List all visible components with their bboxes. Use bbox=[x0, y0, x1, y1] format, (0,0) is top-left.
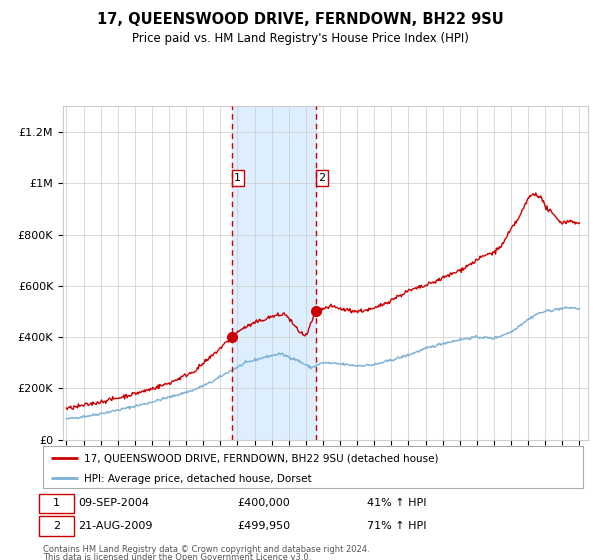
Text: 17, QUEENSWOOD DRIVE, FERNDOWN, BH22 9SU: 17, QUEENSWOOD DRIVE, FERNDOWN, BH22 9SU bbox=[97, 12, 503, 27]
Text: 2: 2 bbox=[319, 173, 325, 183]
Text: This data is licensed under the Open Government Licence v3.0.: This data is licensed under the Open Gov… bbox=[43, 553, 311, 560]
Text: Price paid vs. HM Land Registry's House Price Index (HPI): Price paid vs. HM Land Registry's House … bbox=[131, 32, 469, 45]
Text: 1: 1 bbox=[235, 173, 241, 183]
Text: 17, QUEENSWOOD DRIVE, FERNDOWN, BH22 9SU (detached house): 17, QUEENSWOOD DRIVE, FERNDOWN, BH22 9SU… bbox=[83, 454, 438, 464]
FancyBboxPatch shape bbox=[39, 516, 74, 536]
Text: 41% ↑ HPI: 41% ↑ HPI bbox=[367, 498, 427, 508]
Text: 71% ↑ HPI: 71% ↑ HPI bbox=[367, 521, 427, 531]
Text: £499,950: £499,950 bbox=[238, 521, 291, 531]
Text: Contains HM Land Registry data © Crown copyright and database right 2024.: Contains HM Land Registry data © Crown c… bbox=[43, 545, 370, 554]
Text: HPI: Average price, detached house, Dorset: HPI: Average price, detached house, Dors… bbox=[83, 474, 311, 484]
Text: 1: 1 bbox=[53, 498, 60, 508]
FancyBboxPatch shape bbox=[39, 493, 74, 513]
Text: 2: 2 bbox=[53, 521, 60, 531]
Text: £400,000: £400,000 bbox=[238, 498, 290, 508]
Text: 21-AUG-2009: 21-AUG-2009 bbox=[78, 521, 153, 531]
Bar bbox=[232, 106, 316, 440]
Text: 09-SEP-2004: 09-SEP-2004 bbox=[78, 498, 149, 508]
